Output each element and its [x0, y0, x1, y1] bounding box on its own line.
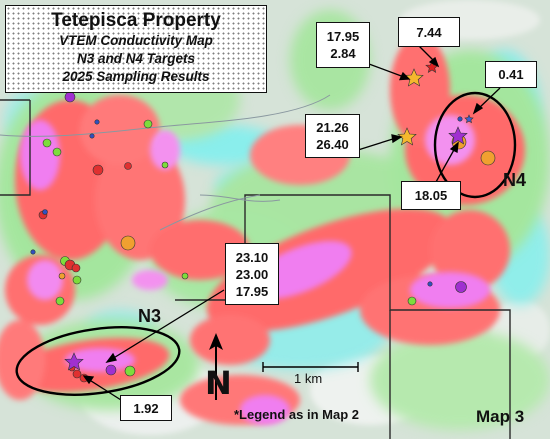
north-arrow-graphic [209, 333, 223, 400]
purple-star-n3 [64, 352, 84, 371]
map-number-label: Map 3 [476, 407, 525, 426]
label-leaders [82, 44, 501, 401]
target-n4-ellipse [433, 91, 517, 199]
sample-stars [64, 60, 474, 371]
sample-value: 7.44 [416, 24, 442, 40]
sample-label-red-star: 7.44 [398, 17, 460, 47]
gold-star-17-95 [404, 68, 424, 87]
map-title-box: Tetepisca Property VTEM Conductivity Map… [5, 5, 267, 93]
roads [0, 94, 331, 231]
target-label-n4: N4 [503, 170, 527, 190]
sample-label-n3-bottom: 1.92 [120, 395, 172, 421]
map-subtitle-3: 2025 Sampling Results [62, 69, 210, 84]
sample-label-n4-top: 0.41 [485, 61, 537, 88]
sample-label-n4-bottom: 18.05 [401, 181, 461, 210]
legend-note: *Legend as in Map 2 [234, 407, 359, 422]
sample-label-mid-pair: 21.26 26.40 [305, 114, 360, 158]
target-label-n3: N3 [138, 306, 162, 326]
purple-star-n4 [448, 126, 468, 145]
map-subtitle-2: N3 and N4 Targets [76, 51, 196, 66]
north-label: N [205, 364, 232, 402]
sample-value: 0.41 [498, 67, 524, 82]
sample-label-top-pair: 17.95 2.84 [316, 22, 370, 68]
sample-value: 17.95 [326, 29, 360, 44]
sample-label-n3-triple: 23.10 23.00 17.95 [225, 243, 279, 305]
map-subtitle-1: VTEM Conductivity Map [59, 33, 213, 48]
scale-bar-label: 1 km [294, 371, 323, 386]
scale-bar-graphic [262, 362, 359, 372]
target-n3-ellipse [15, 326, 181, 396]
sample-value: 2.84 [330, 46, 356, 61]
sample-value: 26.40 [316, 137, 349, 152]
sample-value: 23.10 [235, 249, 269, 265]
sample-value: 17.95 [235, 283, 269, 299]
sample-value: 1.92 [133, 400, 159, 416]
property-boundaries [0, 99, 511, 439]
blue-star-n4 [464, 114, 474, 124]
sample-value: 21.26 [316, 120, 349, 135]
map-title: Tetepisca Property [51, 10, 221, 31]
sample-value: 23.00 [235, 266, 269, 282]
gold-star-21-26 [397, 127, 417, 146]
sample-value: 18.05 [414, 188, 448, 203]
